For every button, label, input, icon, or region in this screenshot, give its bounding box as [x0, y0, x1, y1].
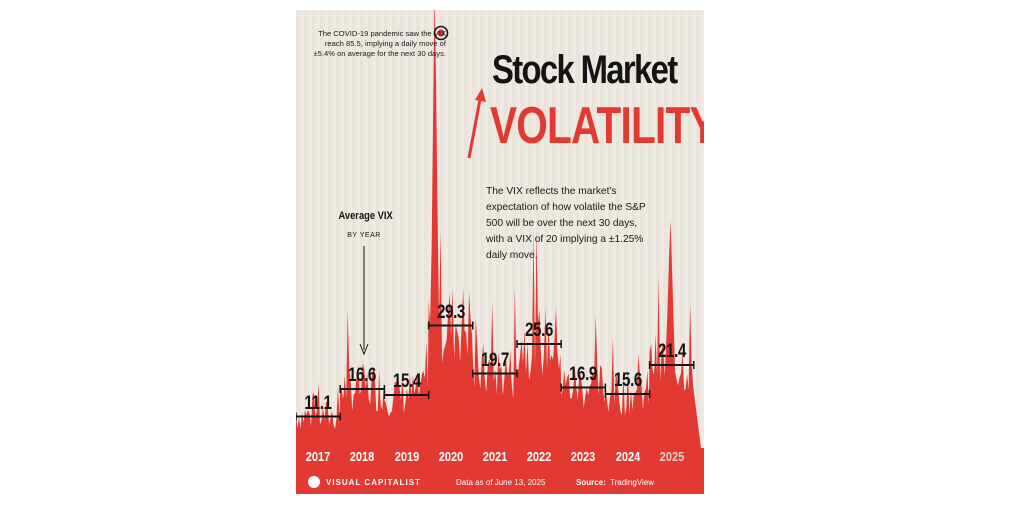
year-label: 2024: [615, 450, 640, 464]
background-stripe: [632, 10, 636, 494]
average-value-label: 16.6: [348, 365, 377, 386]
background-stripe: [384, 10, 388, 494]
background-stripe: [408, 10, 412, 494]
background-stripe: [584, 10, 588, 494]
brand-name: VISUAL CAPITALIST: [326, 478, 421, 487]
infographic-card: The COVID-19 pandemic saw the VIX reach …: [296, 10, 704, 494]
vix-area-series: [296, 10, 704, 472]
background-stripe: [696, 10, 700, 494]
chart-title-line2: VOLATILITY: [490, 97, 704, 155]
vix-chart: [296, 10, 704, 494]
chart-title-line1: Stock Market: [492, 48, 678, 92]
background-stripe: [424, 10, 428, 494]
background-stripe: [616, 10, 620, 494]
arrow-up-icon: [467, 93, 483, 159]
background-stripe: [456, 10, 460, 494]
peak-marker-dot: [437, 29, 445, 37]
average-value-label: 29.3: [436, 301, 465, 323]
background-stripe: [608, 10, 612, 494]
data-as-of: Data as of June 13, 2025: [456, 478, 546, 487]
average-value-label: 25.6: [525, 320, 554, 341]
background-stripe: [416, 10, 420, 494]
year-label: 2017: [305, 450, 331, 464]
background-stripe: [568, 10, 572, 494]
background-stripe: [320, 10, 324, 494]
background-stripe: [560, 10, 564, 494]
background-stripe: [680, 10, 684, 494]
down-arrow-head: [359, 343, 369, 356]
background-stripe: [464, 10, 468, 494]
covid-annotation: The COVID-19 pandemic saw the VIX reach …: [313, 29, 446, 58]
background-stripe: [552, 10, 556, 494]
background-stripe: [592, 10, 596, 494]
background-stripe: [336, 10, 340, 494]
source-label: Source:: [576, 478, 606, 487]
visual-capitalist-logo-icon: [308, 476, 320, 488]
background-stripe: [480, 10, 484, 494]
background-stripe: [640, 10, 644, 494]
background-stripe: [296, 10, 300, 494]
year-label: 2022: [526, 450, 552, 464]
background-stripe: [448, 10, 452, 494]
background-stripe: [496, 10, 500, 494]
source-value: TradingView: [610, 478, 655, 487]
average-value-label: 15.6: [613, 370, 642, 391]
background-stripe: [400, 10, 404, 494]
background-stripe: [536, 10, 540, 494]
background-stripe: [648, 10, 652, 494]
average-value-label: 11.1: [304, 392, 333, 414]
average-value-label: 15.4: [392, 371, 421, 392]
average-value-label: 19.7: [480, 349, 509, 371]
average-value-label: 21.4: [657, 341, 686, 362]
background-stripe: [520, 10, 524, 494]
peak-marker-icon: [433, 25, 449, 41]
arrow-up-head: [475, 88, 486, 102]
background-stripe: [624, 10, 628, 494]
background-stripe: [360, 10, 364, 494]
background-stripe: [352, 10, 356, 494]
year-label: 2018: [350, 450, 375, 464]
year-label: 2021: [482, 450, 508, 464]
background-stripe: [392, 10, 396, 494]
year-label: 2019: [394, 450, 419, 464]
background-stripe: [488, 10, 492, 494]
background-stripe: [656, 10, 660, 494]
average-vix-sublabel: BY YEAR: [347, 232, 381, 239]
year-label: 2025: [659, 450, 684, 464]
background-stripe: [600, 10, 604, 494]
background-stripe: [440, 10, 444, 494]
background-stripe: [368, 10, 372, 494]
year-label: 2020: [438, 450, 463, 464]
chart-subtitle: The VIX reflects the market's expectatio…: [486, 186, 646, 261]
background-stripe: [688, 10, 692, 494]
background-stripe: [576, 10, 580, 494]
background-stripe: [512, 10, 516, 494]
year-label: 2023: [571, 450, 596, 464]
background-stripe: [472, 10, 476, 494]
background-stripe: [304, 10, 308, 494]
background-stripe: [344, 10, 348, 494]
background-stripe: [312, 10, 316, 494]
background-stripe: [376, 10, 380, 494]
background-stripe: [544, 10, 548, 494]
background-stripe: [664, 10, 668, 494]
average-value-label: 16.9: [569, 363, 598, 385]
average-vix-label: Average VIX: [338, 210, 393, 222]
background-stripe: [528, 10, 532, 494]
footer-band: [296, 448, 704, 494]
background-stripe: [672, 10, 676, 494]
background-stripe: [328, 10, 332, 494]
background-stripe: [504, 10, 508, 494]
